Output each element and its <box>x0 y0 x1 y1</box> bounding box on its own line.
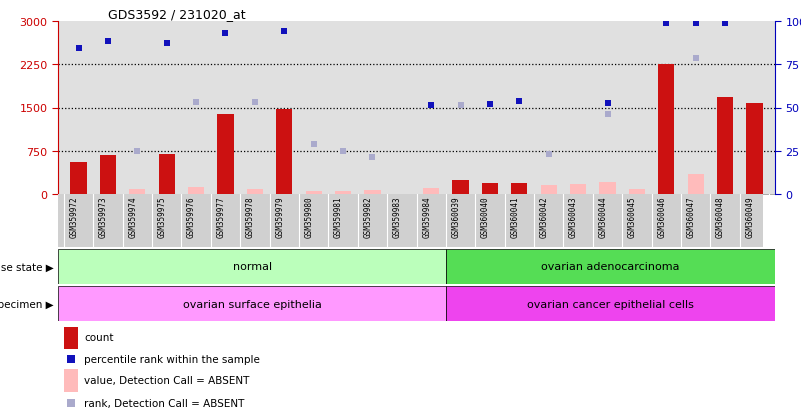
Bar <box>58 249 446 284</box>
Bar <box>64 369 78 392</box>
Text: GSM359978: GSM359978 <box>246 196 255 237</box>
Text: GSM360046: GSM360046 <box>658 196 666 237</box>
Text: GSM359977: GSM359977 <box>216 196 226 237</box>
Text: GSM359979: GSM359979 <box>276 196 284 237</box>
Text: GSM360043: GSM360043 <box>570 196 578 237</box>
Bar <box>570 185 586 195</box>
Bar <box>541 185 557 195</box>
Bar <box>335 191 351 195</box>
Bar <box>188 188 204 195</box>
Point <box>660 21 673 28</box>
Bar <box>629 190 645 195</box>
Point <box>131 148 143 155</box>
Point <box>454 103 467 109</box>
Bar <box>100 155 116 195</box>
Text: GSM360039: GSM360039 <box>452 196 461 237</box>
Bar <box>58 286 446 321</box>
Bar <box>247 190 263 195</box>
Point <box>65 356 78 362</box>
Point <box>689 56 702 63</box>
Text: GDS3592 / 231020_at: GDS3592 / 231020_at <box>108 8 246 21</box>
Text: disease state ▶: disease state ▶ <box>0 262 54 272</box>
Bar <box>423 189 439 195</box>
Text: GSM359972: GSM359972 <box>70 196 78 237</box>
Point <box>72 45 85 52</box>
Text: value, Detection Call = ABSENT: value, Detection Call = ABSENT <box>84 375 249 385</box>
Text: ovarian cancer epithelial cells: ovarian cancer epithelial cells <box>527 299 694 309</box>
Text: GSM359974: GSM359974 <box>128 196 137 237</box>
Bar <box>446 249 775 284</box>
Text: ovarian adenocarcinoma: ovarian adenocarcinoma <box>541 262 680 272</box>
Point <box>601 100 614 107</box>
Point <box>219 30 232 37</box>
Text: GSM359981: GSM359981 <box>334 196 343 237</box>
Point <box>366 154 379 160</box>
Text: GSM359984: GSM359984 <box>422 196 431 237</box>
Point <box>190 99 203 106</box>
Bar <box>511 183 527 195</box>
Text: GSM360042: GSM360042 <box>540 196 549 237</box>
Bar <box>217 114 234 195</box>
Bar <box>364 190 380 195</box>
Text: GSM360045: GSM360045 <box>628 196 637 237</box>
Bar <box>453 180 469 195</box>
Point <box>425 102 437 109</box>
Point <box>160 40 173 47</box>
Bar <box>64 326 78 349</box>
Text: GSM360048: GSM360048 <box>716 196 725 237</box>
Point <box>513 98 525 104</box>
Point <box>278 29 291 36</box>
Bar <box>747 104 763 195</box>
Text: GSM359983: GSM359983 <box>392 196 402 237</box>
Text: GSM359975: GSM359975 <box>158 196 167 237</box>
Text: GSM360041: GSM360041 <box>510 196 519 237</box>
Text: GSM360040: GSM360040 <box>481 196 490 237</box>
Bar <box>159 155 175 195</box>
Bar <box>129 190 146 195</box>
Text: GSM360047: GSM360047 <box>686 196 695 237</box>
Text: GSM360044: GSM360044 <box>598 196 607 237</box>
Point <box>336 148 349 155</box>
Text: normal: normal <box>232 262 272 272</box>
Bar <box>305 191 322 195</box>
Text: GSM359982: GSM359982 <box>364 196 372 237</box>
Bar <box>446 286 775 321</box>
Point <box>689 21 702 28</box>
Point <box>248 100 261 107</box>
Point <box>65 399 78 406</box>
Point <box>308 141 320 148</box>
Text: GSM359976: GSM359976 <box>187 196 196 237</box>
Bar <box>599 183 616 195</box>
Point <box>601 112 614 119</box>
Bar <box>482 183 498 195</box>
Text: count: count <box>84 332 114 342</box>
Point <box>718 21 731 28</box>
Bar <box>276 109 292 195</box>
Point <box>102 39 115 45</box>
Bar <box>717 98 733 195</box>
Text: GSM359980: GSM359980 <box>304 196 314 237</box>
Point <box>542 151 555 158</box>
Bar <box>658 65 674 195</box>
Text: rank, Detection Call = ABSENT: rank, Detection Call = ABSENT <box>84 398 244 408</box>
Text: GSM360049: GSM360049 <box>746 196 755 237</box>
Text: ovarian surface epithelia: ovarian surface epithelia <box>183 299 322 309</box>
Bar <box>687 175 704 195</box>
Text: percentile rank within the sample: percentile rank within the sample <box>84 354 260 364</box>
Point <box>484 102 497 108</box>
Text: GSM359973: GSM359973 <box>99 196 108 237</box>
Bar <box>70 163 87 195</box>
Text: specimen ▶: specimen ▶ <box>0 299 54 309</box>
